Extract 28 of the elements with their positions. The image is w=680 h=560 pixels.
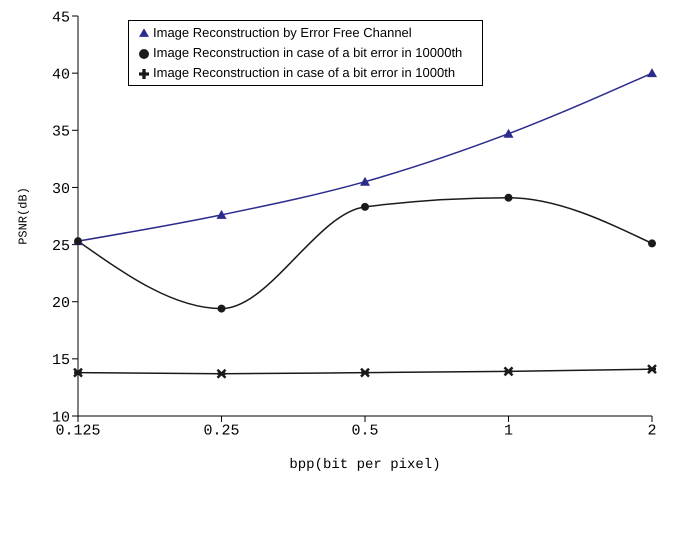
x-tick-label: 2	[647, 422, 657, 440]
y-tick-label: 25	[52, 238, 70, 255]
y-tick-label: 35	[52, 124, 70, 141]
y-tick-label: 15	[52, 352, 70, 370]
point	[360, 176, 370, 186]
y-tick-label: 20	[52, 295, 70, 312]
point	[361, 202, 369, 211]
x-axis-title: bpp(bit per pixel)	[289, 457, 441, 473]
y-axis-title: PSNR(dB)	[16, 187, 30, 245]
x-tick-label: 0.5	[351, 422, 379, 440]
x-tick-label: 1	[504, 422, 514, 440]
point	[647, 68, 657, 78]
point	[360, 367, 370, 378]
legend-label: Image Reconstruction by Error Free Channel	[153, 25, 412, 40]
y-tick-label: 30	[52, 180, 70, 198]
point	[216, 210, 226, 219]
x-tick-label: 0.125	[55, 422, 101, 440]
point	[504, 128, 514, 138]
legend-label: Image Reconstruction in case of a bit error in 1000th	[153, 65, 456, 80]
y-tick-label: 45	[52, 9, 70, 26]
x-tick-label: 0.25	[203, 422, 240, 440]
point	[218, 304, 226, 313]
point	[504, 194, 512, 202]
point	[216, 368, 227, 379]
legend-label: Image Reconstruction in case of a bit error in 10000th	[153, 45, 462, 60]
point	[648, 239, 656, 248]
point	[503, 366, 514, 377]
y-tick-label: 40	[52, 66, 70, 84]
